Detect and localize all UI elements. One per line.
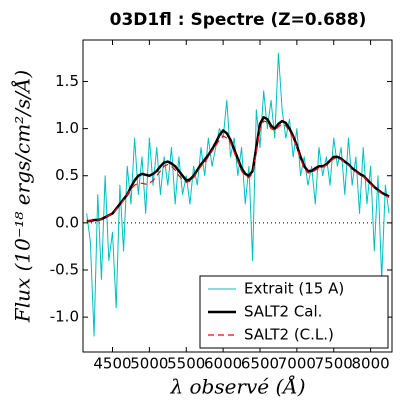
x-tick-label: 7000 xyxy=(278,355,316,373)
x-tick-label: 5000 xyxy=(130,355,168,373)
x-tick-label: 7500 xyxy=(315,355,353,373)
x-tick-label: 4500 xyxy=(93,355,131,373)
legend-label: SALT2 (C.L.) xyxy=(244,326,334,344)
series-line xyxy=(86,120,390,222)
chart-title: 03D1fl : Spectre (Z=0.688) xyxy=(110,10,367,30)
y-tick-label: 0.0 xyxy=(55,213,79,231)
legend-label: Extrait (15 A) xyxy=(244,280,344,298)
x-axis-label: λ observé (Å) xyxy=(169,374,305,399)
legend-label: SALT2 Cal. xyxy=(244,303,322,321)
legend-box xyxy=(199,275,389,349)
y-tick-label: -0.5 xyxy=(50,260,79,278)
plot-frame xyxy=(82,39,393,353)
series-line xyxy=(86,116,390,223)
x-tick-label: 6000 xyxy=(204,355,242,373)
y-tick-label: 1.5 xyxy=(55,72,79,90)
y-tick-label: 1.0 xyxy=(55,119,79,137)
x-tick-label: 6500 xyxy=(241,355,279,373)
x-tick-label: 8000 xyxy=(352,355,390,373)
y-axis-label: Flux (10⁻¹⁸ ergs/cm²/s/Å) xyxy=(10,70,35,323)
x-tick-label: 5500 xyxy=(167,355,205,373)
y-tick-label: -1.0 xyxy=(50,308,79,326)
y-tick-label: 0.5 xyxy=(55,166,79,184)
